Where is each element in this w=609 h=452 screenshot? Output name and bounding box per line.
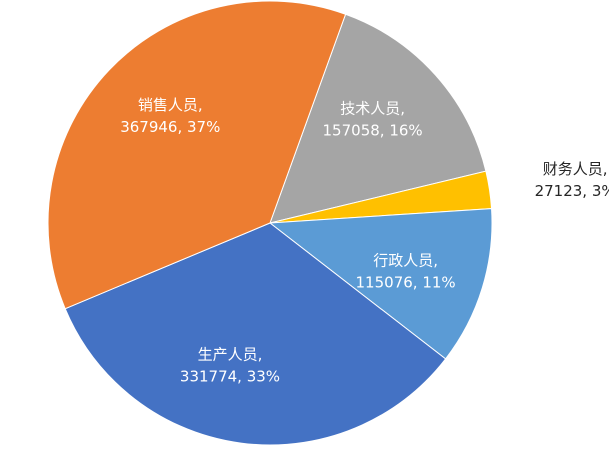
slice-label-5: 销售人员, 367946, 37% bbox=[120, 96, 220, 136]
slices-layer bbox=[47, 0, 493, 446]
slice-label-name: 财务人员, bbox=[543, 160, 608, 178]
slice-label-name: 技术人员, bbox=[340, 99, 405, 117]
slice-label-value: 115076, 11% bbox=[356, 273, 456, 291]
slice-label-4: 生产人员, 331774, 33% bbox=[180, 346, 280, 386]
pie-slice-3 bbox=[268, 208, 493, 360]
slice-label-name: 销售人员, bbox=[138, 96, 203, 114]
slice-label-name: 行政人员, bbox=[373, 251, 438, 269]
slice-label-1: 技术人员, 157058, 16% bbox=[323, 99, 423, 139]
slice-label-value: 367946, 37% bbox=[120, 118, 220, 136]
pie-slice-5 bbox=[47, 0, 347, 310]
slice-label-2: 财务人员, 27123, 3% bbox=[535, 160, 609, 200]
labels-layer: 技术人员, 157058, 16% 财务人员, 27123, 3% 行政人员, 11507… bbox=[120, 96, 609, 385]
slice-label-value: 331774, 33% bbox=[180, 368, 280, 386]
slice-label-value: 27123, 3% bbox=[535, 182, 609, 200]
slice-label-value: 157058, 16% bbox=[323, 121, 423, 139]
pie-slice-4 bbox=[64, 222, 447, 446]
slice-label-name: 生产人员, bbox=[198, 346, 263, 364]
slice-label-3: 行政人员, 115076, 11% bbox=[356, 251, 456, 291]
pie-slice-1 bbox=[269, 13, 487, 224]
